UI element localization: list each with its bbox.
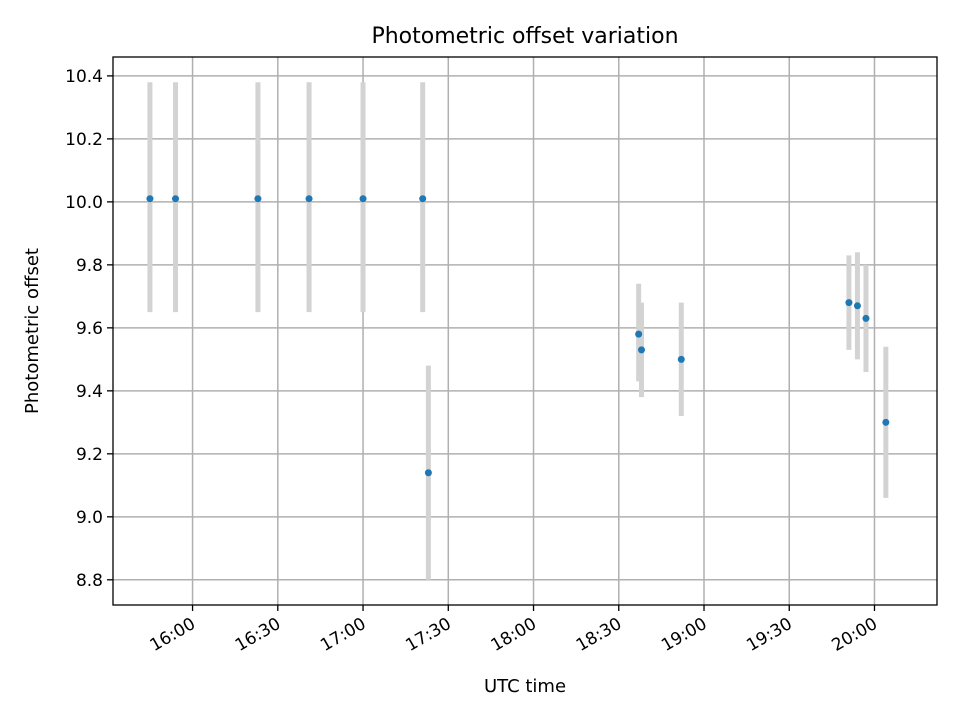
y-tick-label: 9.8 — [76, 256, 103, 276]
data-point — [677, 355, 685, 363]
data-point — [424, 469, 432, 477]
grid — [113, 57, 937, 605]
x-tick-label: 18:00 — [488, 614, 540, 656]
y-tick-label: 10.2 — [65, 130, 103, 150]
data-point — [862, 314, 870, 322]
data-point — [853, 302, 861, 310]
y-axis-label: Photometric offset — [22, 248, 43, 414]
y-tick-label: 10.4 — [65, 67, 103, 87]
y-tick-label: 8.8 — [76, 571, 103, 591]
y-tick-label: 9.0 — [76, 508, 103, 528]
plot-frame — [112, 56, 938, 606]
y-axis-ticks: 8.8 9.0 9.2 9.4 9.6 9.8 10.0 10.2 10.4 — [65, 67, 113, 591]
data-point — [305, 195, 313, 203]
x-tick-label: 16:00 — [147, 614, 199, 656]
y-tick-label: 10.0 — [65, 193, 103, 213]
x-tick-label: 20:00 — [829, 614, 881, 656]
x-axis-label: UTC time — [484, 676, 566, 697]
x-tick-label: 16:30 — [232, 614, 284, 656]
data-point — [172, 195, 180, 203]
x-tick-label: 18:30 — [573, 614, 625, 656]
x-tick-label: 19:30 — [743, 614, 795, 656]
data-point — [146, 195, 154, 203]
data-point — [635, 330, 643, 338]
data-point — [882, 418, 890, 426]
x-tick-label: 19:00 — [658, 614, 710, 656]
x-axis-ticks: 16:00 16:30 17:00 17:30 18:00 18:30 19:00 19:30… — [147, 605, 881, 656]
y-tick-label: 9.2 — [76, 445, 103, 465]
data-point — [637, 346, 645, 354]
y-tick-label: 9.6 — [76, 319, 103, 339]
x-tick-label: 17:00 — [317, 614, 369, 656]
data-points — [146, 195, 890, 477]
data-point — [359, 195, 367, 203]
data-point — [419, 195, 427, 203]
error-bars — [147, 82, 889, 580]
data-point — [254, 195, 262, 203]
chart-title: Photometric offset variation — [371, 24, 678, 49]
y-tick-label: 9.4 — [76, 382, 103, 402]
x-tick-label: 17:30 — [402, 614, 454, 656]
data-point — [845, 299, 853, 307]
